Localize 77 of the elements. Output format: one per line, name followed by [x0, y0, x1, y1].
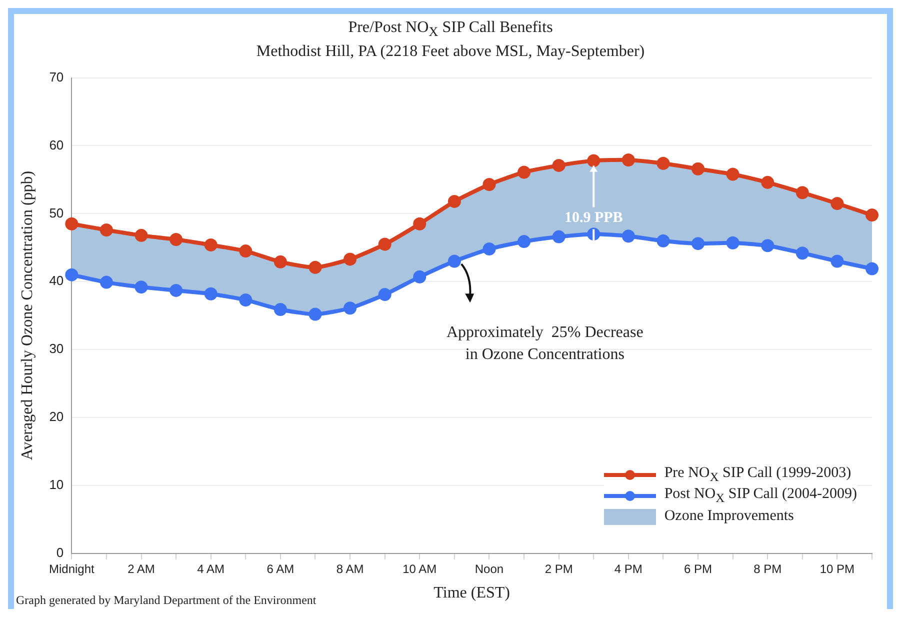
point — [761, 176, 774, 190]
legend-label: Pre NO$_{X}$ SIP Call (1999-2003) — [664, 464, 852, 485]
point — [796, 186, 809, 200]
y-tick-label: 60 — [49, 138, 64, 153]
chart-subtitle: Methodist Hill, PA (2218 Feet above MSL, May-September) — [255, 42, 646, 62]
point — [378, 288, 392, 302]
x-tick-label: Midnight — [48, 562, 96, 576]
point — [656, 234, 670, 248]
y-tick-label: 50 — [49, 205, 64, 220]
x-tick-label: 4 AM — [197, 562, 225, 576]
point — [866, 262, 878, 276]
x-tick-label: 6 PM — [684, 562, 712, 576]
point — [274, 256, 287, 269]
point — [204, 288, 218, 301]
y-tick-label: 20 — [49, 409, 64, 424]
point — [413, 270, 426, 284]
point — [830, 197, 844, 210]
point — [344, 252, 357, 266]
x-tick-label: Noon — [474, 562, 504, 576]
point — [274, 303, 287, 316]
point — [448, 254, 461, 268]
point — [692, 237, 705, 250]
point — [866, 208, 878, 222]
point — [413, 218, 426, 231]
point — [726, 236, 740, 250]
x-axis-title: Time (EST) — [434, 584, 510, 602]
x-tick-label: 2 PM — [544, 562, 573, 576]
point — [830, 254, 844, 268]
text: Graph generated by Maryland Department of the Environment — [16, 593, 316, 608]
point — [552, 159, 566, 172]
point — [65, 268, 78, 282]
legend-label: Ozone Improvements — [664, 508, 794, 526]
legend-label: Post NO$_{X}$ SIP Call (2004-2009) — [664, 486, 857, 506]
y-tick-label: 70 — [49, 70, 64, 85]
x-tick-label: 8 PM — [754, 562, 782, 576]
point — [134, 280, 148, 294]
point — [518, 166, 531, 179]
chart-title: Pre/Post NO$_{X}$ SIP Call Benefits — [347, 18, 554, 42]
y-tick-label: 10 — [49, 477, 64, 492]
x-tick-label: 10 PM — [820, 562, 855, 576]
x-tick-label: 2 AM — [128, 562, 155, 576]
point — [552, 230, 566, 244]
point — [239, 244, 252, 258]
annotation: Approximately 25% Decrease in Ozone Concentrations — [446, 324, 644, 363]
point — [482, 178, 496, 192]
point — [656, 157, 670, 170]
x-tick-label: 10 AM — [402, 562, 437, 576]
point — [100, 276, 113, 289]
point — [308, 308, 322, 321]
point — [692, 162, 705, 176]
point — [100, 224, 113, 237]
point — [796, 246, 809, 260]
point — [518, 235, 531, 248]
y-tick-label: 40 — [49, 273, 64, 288]
point — [308, 261, 322, 274]
point — [378, 238, 392, 251]
point — [448, 195, 461, 208]
point — [170, 233, 183, 246]
point — [761, 239, 774, 252]
point — [587, 154, 600, 168]
x-tick-label: 6 AM — [266, 562, 294, 576]
y-axis-title: Averaged Hourly Ozone Concentration (ppb) — [18, 171, 36, 460]
point — [344, 302, 357, 315]
point — [726, 168, 740, 181]
point — [134, 229, 148, 242]
point — [204, 238, 218, 252]
point — [65, 218, 78, 231]
x-tick-label: 4 PM — [614, 562, 642, 576]
y-tick-label: 0 — [56, 545, 64, 560]
y-tick-label: 30 — [49, 341, 64, 356]
point — [622, 154, 635, 167]
point — [482, 242, 496, 256]
point — [239, 294, 252, 307]
point — [622, 230, 635, 243]
x-tick-label: 8 AM — [336, 562, 364, 576]
point — [170, 284, 183, 298]
annotation: 10.9 PPB — [564, 210, 623, 226]
